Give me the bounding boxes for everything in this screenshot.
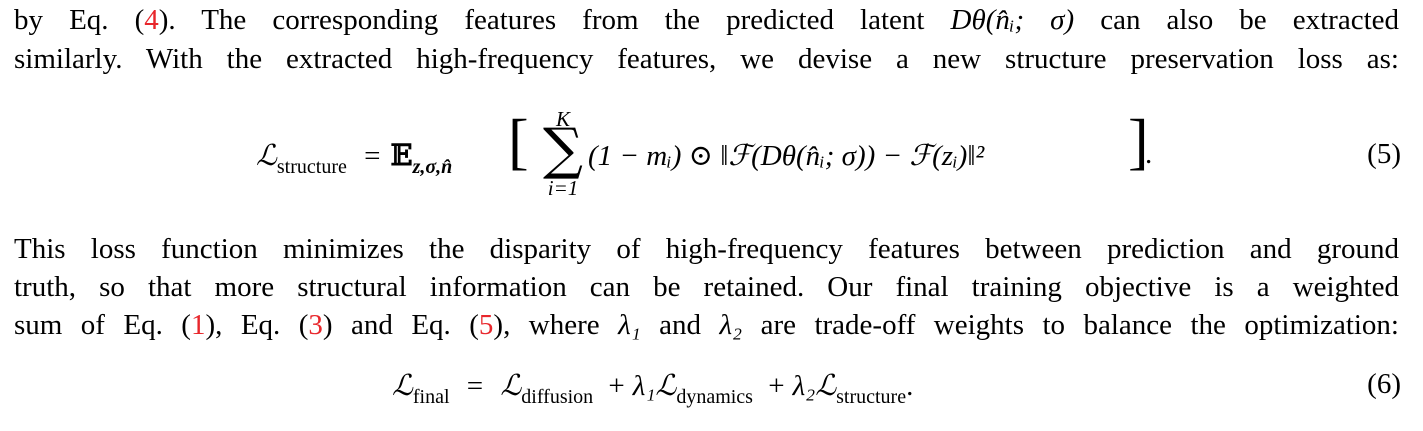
- inline-math: Dθ(n̂ᵢ; σ): [950, 4, 1075, 36]
- equation-ref-link[interactable]: 4: [144, 4, 159, 36]
- equation-6-period: .: [906, 370, 914, 402]
- loss-subscript: structure: [276, 156, 347, 178]
- paragraph-2-line-1: This loss function minimizes the dispari…: [14, 233, 1399, 265]
- loss-symbol: ℒ: [500, 368, 522, 402]
- paragraph-1-line-1: by Eq. (4). The corresponding features f…: [14, 1, 1399, 39]
- lambda-2: λ₂: [792, 370, 816, 402]
- text-span: sum of Eq. (: [14, 309, 191, 341]
- loss-subscript: final: [412, 386, 450, 408]
- loss-symbol: ℒ: [655, 368, 677, 402]
- loss-symbol: ℒ: [392, 368, 413, 402]
- equation-ref-link[interactable]: 5: [478, 309, 494, 341]
- loss-symbol: ℒ: [815, 368, 837, 402]
- equation-ref-link[interactable]: 3: [308, 309, 323, 341]
- sum-upper-limit: K: [555, 107, 570, 131]
- equals-sign: =: [466, 370, 484, 402]
- loss-symbol: ℒ: [256, 138, 277, 172]
- plus-sign: +: [768, 370, 785, 402]
- text-span: are trade-off weights to balance the opt…: [742, 309, 1399, 341]
- text-span: ) and Eq. (: [322, 309, 479, 341]
- sum-symbol: ∑: [543, 117, 583, 182]
- plus-sign: +: [608, 370, 625, 402]
- summation: K ∑ i=1: [538, 108, 588, 200]
- sum-lower-limit: i=1: [547, 176, 579, 200]
- text-span: can also be extracted: [1074, 4, 1400, 36]
- loss-subscript: dynamics: [676, 386, 753, 408]
- equation-5-body: (1 − mᵢ) ⊙ ‖ℱ(Dθ(n̂ᵢ; σ)) − ℱ(zᵢ)‖²: [588, 140, 985, 172]
- left-bracket: [: [508, 108, 529, 176]
- text-span: ). The corresponding features from the p…: [158, 4, 951, 36]
- equation-5: ℒstructure = 𝔼z,σ,n̂ [ K ∑ i=1 (1 − mᵢ) ⊙…: [0, 108, 1423, 208]
- equation-5-period: .: [1145, 138, 1153, 170]
- paragraph-1-line-2: similarly. With the extracted high-frequ…: [14, 43, 1399, 75]
- equals-sign: =: [364, 140, 381, 172]
- expectation-subscript: z,σ,n̂: [412, 156, 453, 178]
- expectation-symbol: 𝔼: [390, 138, 413, 172]
- equation-6-formula: ℒfinal = ℒdiffusion + λ₁ℒdynamics + λ₂ℒstr…: [392, 368, 914, 408]
- text-span: and: [640, 309, 720, 341]
- right-bracket: ]: [1128, 108, 1149, 176]
- inline-math-lambda-2: λ₂: [719, 309, 743, 341]
- text-span: ), where: [493, 309, 619, 341]
- loss-subscript: diffusion: [521, 386, 594, 408]
- text-span: ), Eq. (: [205, 309, 309, 341]
- inline-math-lambda-1: λ₁: [618, 309, 641, 341]
- text-span: by Eq. (: [14, 4, 145, 36]
- paragraph-2-line-2: truth, so that more structural informati…: [14, 271, 1399, 303]
- equation-5-number: (5): [1367, 138, 1401, 170]
- equation-6: ℒfinal = ℒdiffusion + λ₁ℒdynamics + λ₂ℒstr…: [0, 368, 1423, 412]
- lambda-1: λ₁: [632, 370, 656, 402]
- equation-6-number: (6): [1367, 368, 1401, 400]
- equation-5-formula: ℒstructure = 𝔼z,σ,n̂: [256, 138, 452, 178]
- paragraph-2-line-3: sum of Eq. (1), Eq. (3) and Eq. (5), whe…: [14, 306, 1399, 344]
- loss-subscript: structure: [836, 386, 907, 408]
- equation-ref-link[interactable]: 1: [190, 309, 206, 341]
